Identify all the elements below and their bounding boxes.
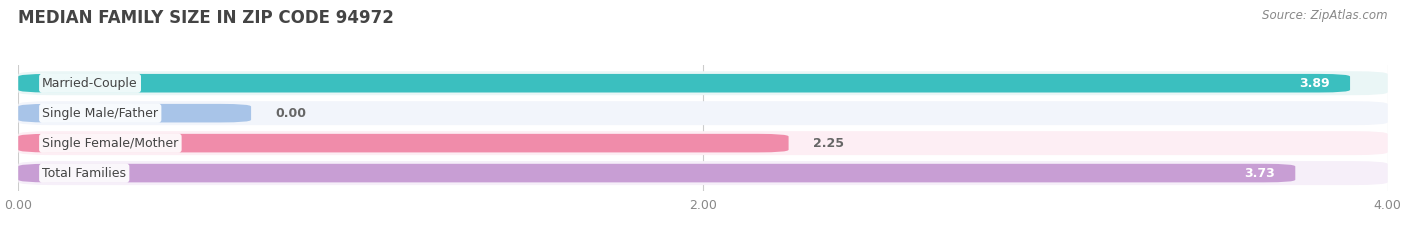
FancyBboxPatch shape	[18, 131, 1388, 155]
Text: MEDIAN FAMILY SIZE IN ZIP CODE 94972: MEDIAN FAMILY SIZE IN ZIP CODE 94972	[18, 9, 394, 27]
Text: Married-Couple: Married-Couple	[42, 77, 138, 90]
Text: Total Families: Total Families	[42, 167, 127, 180]
Text: Single Female/Mother: Single Female/Mother	[42, 137, 179, 150]
FancyBboxPatch shape	[18, 101, 1388, 125]
Text: 3.89: 3.89	[1299, 77, 1330, 90]
Text: Source: ZipAtlas.com: Source: ZipAtlas.com	[1263, 9, 1388, 22]
FancyBboxPatch shape	[18, 134, 789, 152]
FancyBboxPatch shape	[18, 161, 1388, 185]
Text: Single Male/Father: Single Male/Father	[42, 107, 159, 120]
FancyBboxPatch shape	[18, 164, 1295, 182]
Text: 3.73: 3.73	[1244, 167, 1275, 180]
Text: 0.00: 0.00	[276, 107, 307, 120]
FancyBboxPatch shape	[18, 74, 1350, 93]
Text: 2.25: 2.25	[813, 137, 844, 150]
FancyBboxPatch shape	[18, 104, 252, 123]
FancyBboxPatch shape	[18, 71, 1388, 95]
